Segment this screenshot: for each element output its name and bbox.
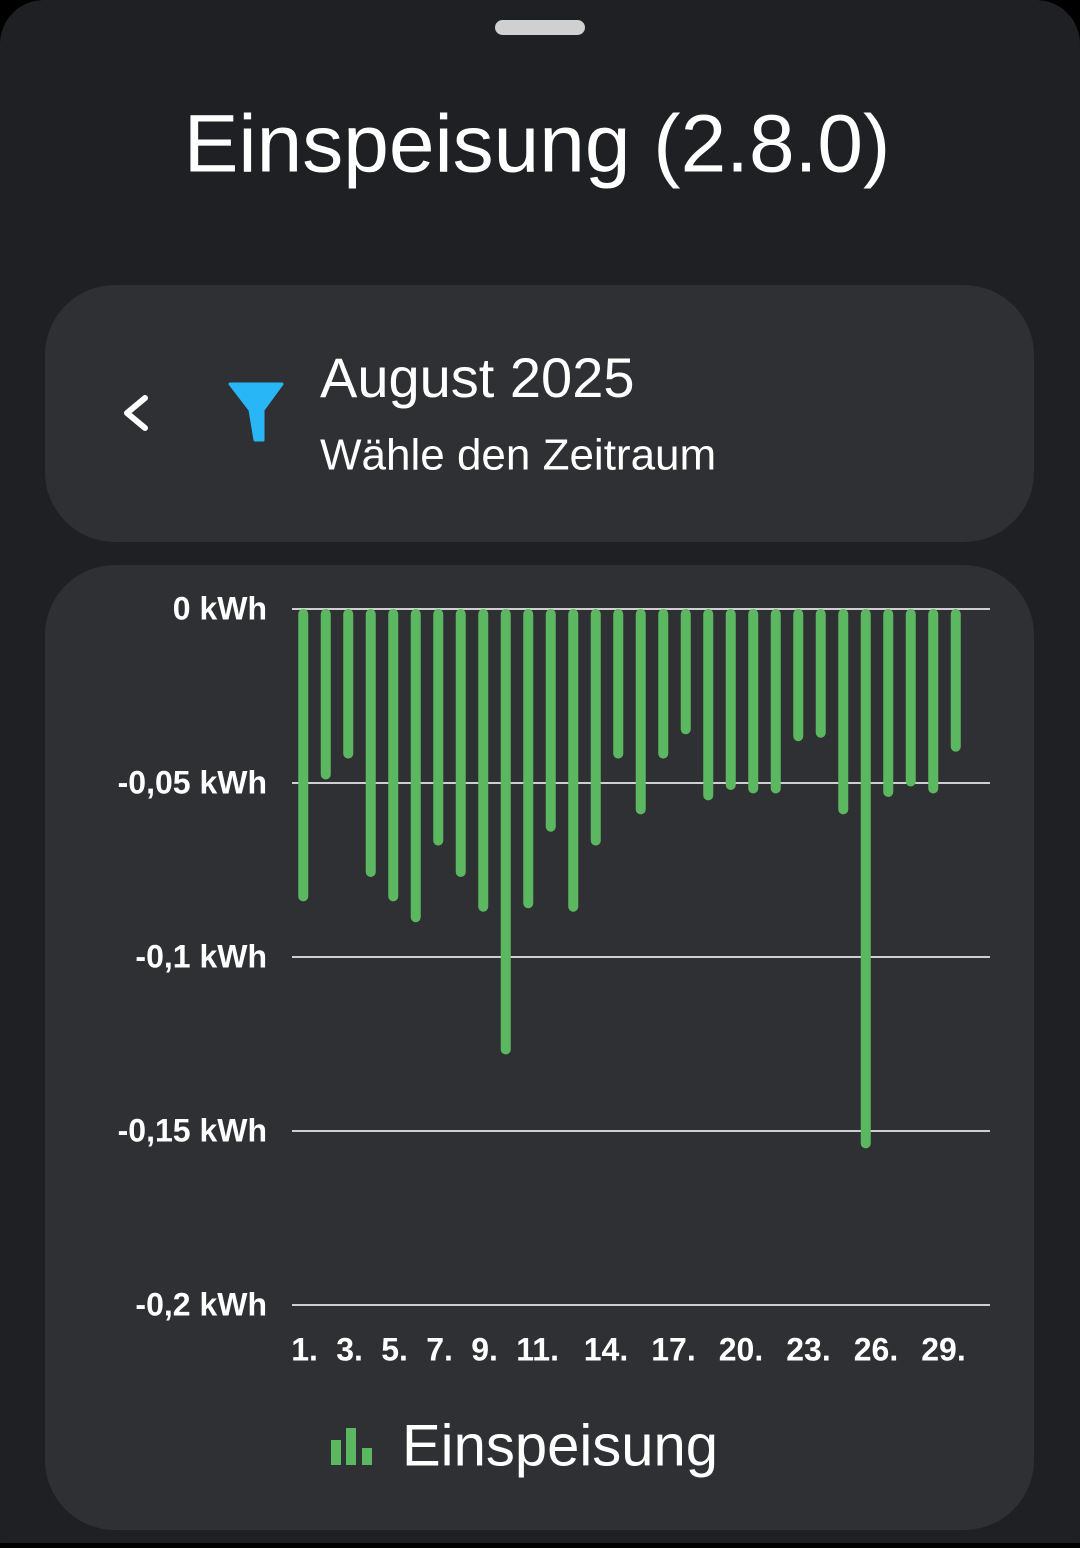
filter-icon[interactable] bbox=[228, 382, 284, 442]
bar bbox=[523, 609, 534, 909]
y-tick-label: 0 kWh bbox=[173, 590, 267, 626]
x-tick-label: 29. bbox=[921, 1331, 965, 1367]
bar bbox=[478, 609, 489, 912]
legend-icon bbox=[362, 1448, 372, 1465]
bar bbox=[793, 609, 804, 742]
bar bbox=[703, 609, 714, 801]
bar bbox=[365, 609, 376, 877]
bar bbox=[590, 609, 601, 846]
x-tick-label: 11. bbox=[516, 1331, 559, 1367]
back-button[interactable] bbox=[124, 395, 148, 431]
bar bbox=[613, 609, 624, 759]
bar bbox=[455, 609, 466, 877]
bar bbox=[500, 609, 511, 1055]
x-tick-label: 20. bbox=[719, 1331, 763, 1367]
bar bbox=[568, 609, 579, 912]
chart-card bbox=[45, 565, 1034, 1530]
x-tick-label: 9. bbox=[471, 1331, 498, 1367]
bar bbox=[410, 609, 421, 923]
bar bbox=[838, 609, 849, 815]
legend-label[interactable]: Einspeisung bbox=[402, 1413, 718, 1478]
legend-icon bbox=[331, 1440, 341, 1465]
bar bbox=[343, 609, 354, 759]
x-tick-label: 1. bbox=[291, 1331, 318, 1367]
bar bbox=[388, 609, 399, 902]
bar bbox=[433, 609, 444, 846]
bar bbox=[770, 609, 781, 794]
bar bbox=[545, 609, 556, 832]
x-tick-label: 3. bbox=[336, 1331, 363, 1367]
bar bbox=[748, 609, 759, 794]
y-tick-label: -0,2 kWh bbox=[135, 1286, 267, 1322]
legend-icon bbox=[346, 1428, 356, 1465]
bar bbox=[680, 609, 691, 735]
bar bbox=[883, 609, 894, 797]
title: Einspeisung (2.8.0) bbox=[184, 99, 891, 190]
bar bbox=[298, 609, 309, 902]
period-card[interactable] bbox=[45, 285, 1034, 542]
x-tick-label: 26. bbox=[854, 1331, 898, 1367]
bar bbox=[725, 609, 736, 790]
x-tick-label: 7. bbox=[426, 1331, 453, 1367]
drag-handle[interactable] bbox=[495, 20, 585, 35]
bar bbox=[928, 609, 939, 794]
bar bbox=[635, 609, 646, 815]
y-tick-label: -0,05 kWh bbox=[118, 764, 267, 800]
y-tick-label: -0,1 kWh bbox=[135, 938, 267, 974]
bar bbox=[658, 609, 669, 759]
x-tick-label: 23. bbox=[786, 1331, 830, 1367]
x-tick-label: 17. bbox=[651, 1331, 695, 1367]
bar bbox=[905, 609, 916, 787]
y-tick-label: -0,15 kWh bbox=[118, 1112, 267, 1148]
period-hint: Wähle den Zeitraum bbox=[320, 431, 716, 480]
bar bbox=[815, 609, 826, 738]
bar bbox=[860, 609, 871, 1149]
x-tick-label: 14. bbox=[584, 1331, 628, 1367]
period-label: August 2025 bbox=[320, 346, 634, 409]
bar bbox=[950, 609, 961, 752]
bar bbox=[320, 609, 331, 780]
x-tick-label: 5. bbox=[381, 1331, 408, 1367]
